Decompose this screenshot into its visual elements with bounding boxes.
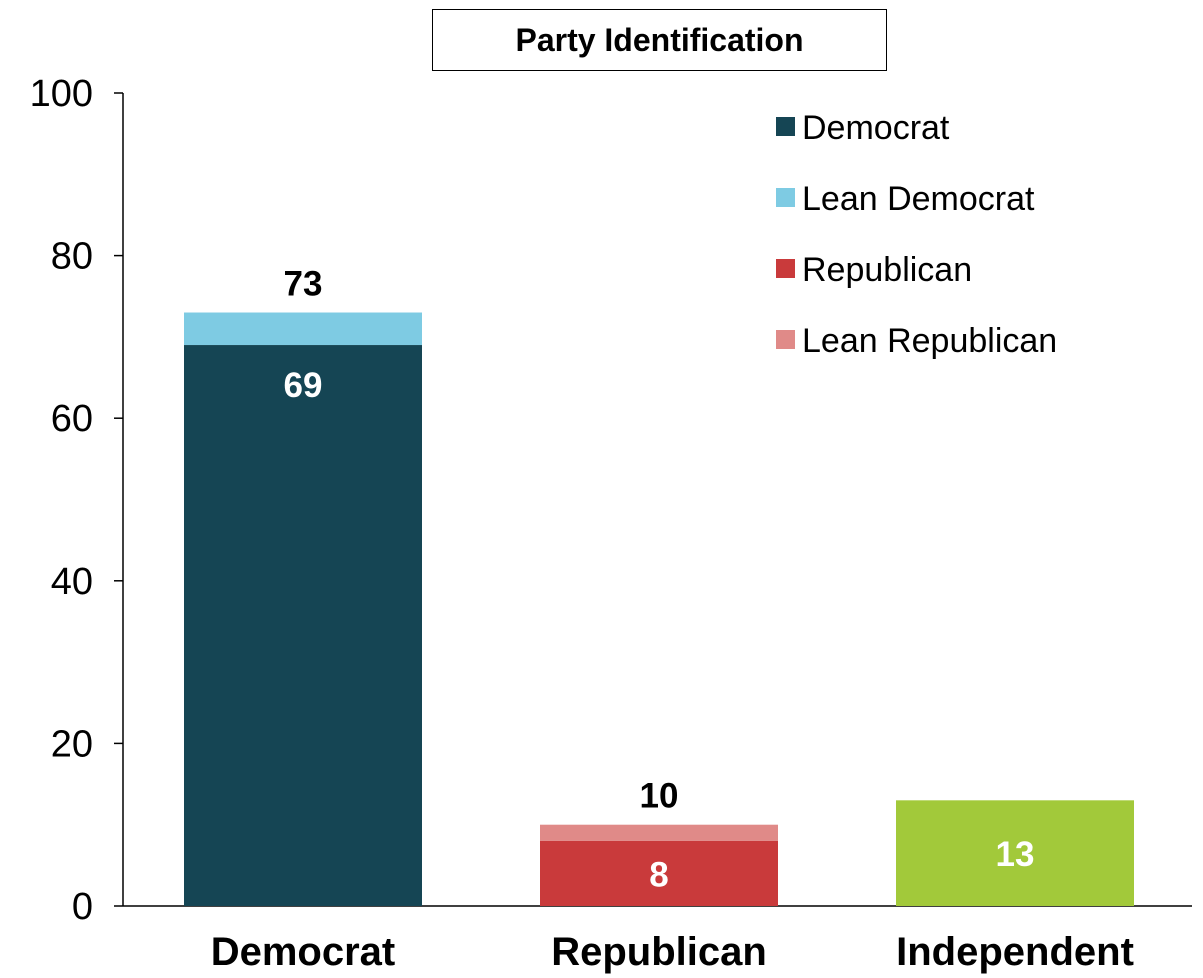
x-category-label: Independent bbox=[896, 930, 1134, 974]
bar-segment-republican-republican bbox=[540, 840, 778, 906]
x-category-label: Republican bbox=[551, 930, 767, 974]
y-tick-label: 20 bbox=[51, 723, 93, 765]
legend-swatch bbox=[776, 188, 795, 207]
x-category-label: Democrat bbox=[211, 930, 396, 974]
legend: Democrat Lean Democrat Republican Lean Repu… bbox=[776, 109, 1057, 360]
data-label: 10 bbox=[640, 777, 679, 816]
bar-segment-democrat-democrat bbox=[184, 345, 422, 906]
data-labels: 69 73 8 10 13 bbox=[284, 265, 1035, 895]
y-tick-label: 100 bbox=[30, 73, 93, 115]
legend-swatch bbox=[776, 330, 795, 349]
y-tick-label: 80 bbox=[51, 236, 93, 278]
y-tick-label: 40 bbox=[51, 561, 93, 603]
chart-title: Party Identification bbox=[432, 9, 887, 71]
bar-segment-independent-total bbox=[896, 800, 1134, 906]
bars bbox=[184, 312, 1134, 906]
axes: 0 20 40 60 80 100 Democrat Republican Independen… bbox=[30, 73, 1192, 974]
legend-label: Lean Republican bbox=[802, 322, 1057, 360]
data-label: 69 bbox=[284, 366, 323, 405]
data-label: 73 bbox=[284, 265, 323, 304]
legend-swatch bbox=[776, 259, 795, 278]
y-tick-label: 60 bbox=[51, 398, 93, 440]
legend-label: Lean Democrat bbox=[802, 180, 1035, 218]
bar-segment-democrat-lean-democrat bbox=[184, 312, 422, 346]
data-label: 13 bbox=[996, 835, 1035, 874]
y-tick-label: 0 bbox=[72, 886, 93, 928]
bar-segment-republican-lean-republican bbox=[540, 824, 778, 841]
legend-label: Democrat bbox=[802, 109, 950, 147]
legend-label: Republican bbox=[802, 251, 972, 289]
data-label: 8 bbox=[649, 855, 668, 894]
legend-swatch bbox=[776, 117, 795, 136]
